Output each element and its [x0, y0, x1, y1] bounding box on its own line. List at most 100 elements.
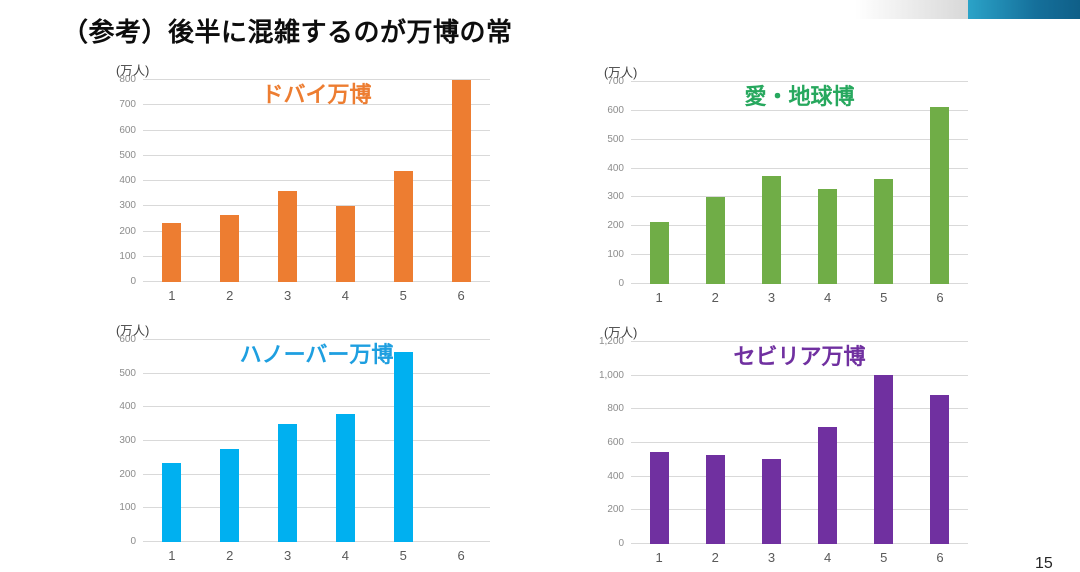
y-axis-tick-label: 100 [119, 250, 136, 262]
x-axis-tick-label: 2 [711, 290, 719, 305]
bar-slot [856, 342, 912, 544]
chart-aichi-expo: (万人) 愛・地球博 700 600 500 400 300 200 100 0 1 2 3 4 5 6 [586, 58, 976, 312]
bar-month-2 [220, 449, 240, 542]
y-axis-tick-label: 800 [607, 403, 624, 415]
header-accent-teal-bar [968, 0, 1080, 19]
x-axis-tick-label: 4 [823, 550, 832, 565]
y-axis-tick-label: 0 [618, 538, 624, 549]
y-axis-unit-label: (万人) [116, 64, 150, 78]
bar-month-5 [393, 351, 413, 542]
y-axis-tick-label: 500 [119, 367, 136, 379]
y-axis-tick-label: 100 [607, 249, 624, 261]
bar-month-5 [393, 170, 413, 282]
bar-slot [432, 80, 490, 282]
page-number: 15 [1035, 555, 1053, 572]
gridline [143, 281, 490, 282]
bar-slot [374, 80, 432, 282]
gridline [143, 79, 490, 80]
y-axis-tick-label: 400 [119, 175, 136, 186]
gridline [631, 283, 968, 284]
gridline [631, 543, 968, 544]
gridline [631, 341, 968, 342]
y-axis-tick-label: 400 [119, 401, 136, 413]
bar-slot [432, 340, 490, 542]
y-axis-tick-label: 700 [119, 99, 136, 111]
chart-hannover-expo: (万人) ハノーバー万博 600 500 400 300 200 100 0 1 2 3 4 5 6 [98, 316, 498, 570]
y-axis-tick-label: 500 [119, 149, 136, 161]
bar-slot [687, 82, 743, 284]
plot-area [143, 339, 490, 542]
x-axis-tick-label: 6 [457, 548, 465, 563]
x-axis-tick-label: 3 [767, 290, 776, 305]
x-axis-tick-label: 4 [341, 288, 350, 303]
x-axis: 1 2 3 4 5 6 [143, 288, 490, 308]
chart-title: ハノーバー万博 [239, 342, 394, 367]
chart-title: 愛・地球博 [744, 84, 855, 109]
bar-slot [912, 82, 968, 284]
bar-series [631, 342, 968, 544]
x-axis-tick-label: 6 [936, 290, 944, 305]
x-axis-tick-label: 2 [226, 548, 234, 563]
bar-month-1 [162, 462, 182, 542]
chart-seville-expo: (万人) セビリア万博 1,200 1,000 800 600 400 200 0 1 2 3 4… [586, 318, 976, 572]
gridline [631, 509, 968, 511]
x-axis-tick-label: 4 [341, 548, 350, 563]
gridline [631, 442, 968, 443]
x-axis: 1 2 3 4 5 6 [143, 548, 490, 568]
y-axis: 1,200 1,000 800 600 400 200 0 [586, 337, 624, 549]
x-axis-tick-label: 2 [226, 288, 234, 303]
bar-slot [800, 342, 856, 544]
bar-slot [631, 342, 687, 544]
bar-slot [143, 80, 201, 282]
gridline [143, 541, 490, 542]
x-axis-tick-label: 6 [457, 288, 465, 303]
y-axis-tick-label: 500 [607, 133, 624, 145]
bar-month-3 [278, 424, 298, 542]
gridline [143, 104, 490, 106]
gridline [143, 406, 490, 408]
gridline [143, 230, 490, 232]
bar-month-1 [649, 452, 669, 544]
y-axis-tick-label: 600 [119, 124, 136, 136]
gridline [143, 473, 490, 475]
gridline [631, 81, 968, 82]
y-axis-tick-label: 1,200 [598, 336, 624, 347]
bar-month-4 [818, 188, 838, 284]
x-axis-tick-label: 1 [168, 548, 176, 563]
bar-month-3 [278, 191, 298, 282]
gridline [631, 374, 968, 376]
y-axis: 600 500 400 300 200 100 0 [98, 335, 136, 547]
gridline [631, 167, 968, 169]
gridline [143, 372, 490, 374]
bar-month-2 [220, 215, 240, 282]
x-axis-tick-label: 3 [767, 550, 776, 565]
slide-title: （参考）後半に混雑するのが万博の常 [62, 17, 513, 47]
bar-slot [259, 80, 317, 282]
bar-slot [316, 340, 374, 542]
gridline [143, 129, 490, 131]
plot-area [631, 81, 968, 284]
bar-month-3 [761, 175, 781, 284]
bar-slot [631, 82, 687, 284]
y-axis-tick-label: 600 [607, 437, 624, 448]
y-axis-tick-label: 300 [607, 191, 624, 203]
plot-area [143, 79, 490, 282]
bar-series [143, 80, 490, 282]
gridline [143, 507, 490, 509]
bar-slot [201, 80, 259, 282]
y-axis: 700 600 500 400 300 200 100 0 [586, 77, 624, 289]
y-axis-tick-label: 100 [119, 502, 136, 514]
bar-month-4 [335, 414, 355, 542]
bar-slot [743, 82, 799, 284]
gridline [631, 475, 968, 477]
bar-month-2 [705, 454, 725, 544]
y-axis-tick-label: 600 [119, 334, 136, 345]
y-axis-unit-label: (万人) [604, 66, 638, 80]
y-axis-tick-label: 200 [607, 220, 624, 232]
y-axis-tick-label: 800 [119, 74, 136, 85]
bar-slot [856, 82, 912, 284]
x-axis: 1 2 3 4 5 6 [631, 290, 968, 310]
x-axis: 1 2 3 4 5 6 [631, 550, 968, 570]
y-axis-tick-label: 0 [618, 278, 624, 289]
